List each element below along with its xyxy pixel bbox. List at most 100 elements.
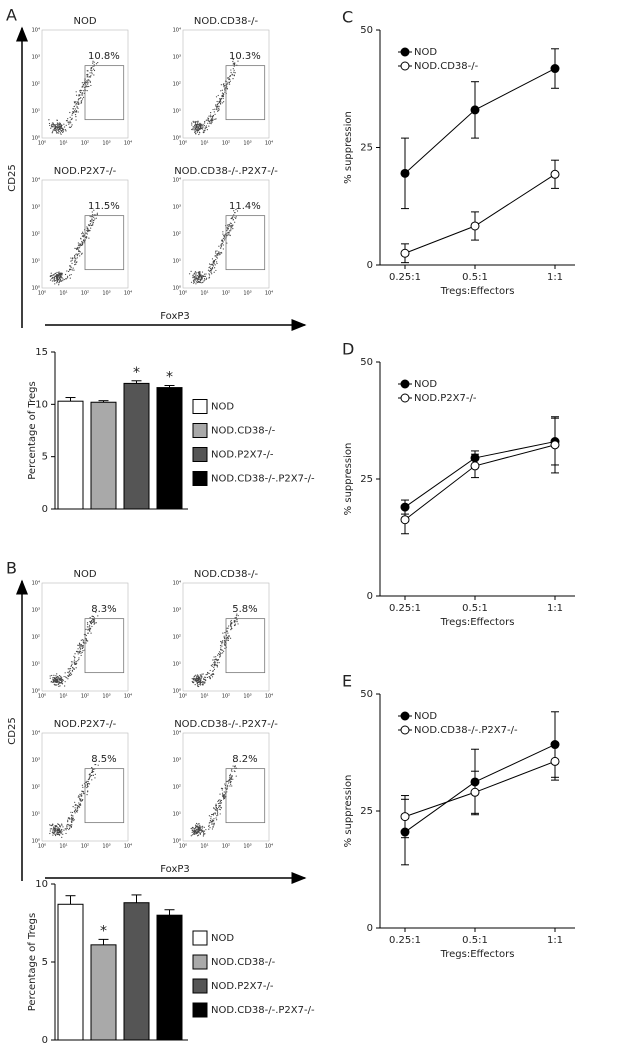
event-dot [89, 76, 92, 78]
event-dot [206, 126, 208, 129]
event-dot [68, 670, 70, 673]
event-dot [93, 68, 95, 70]
event-dot [233, 74, 235, 76]
x-tick-label: 0.5:1 [462, 935, 488, 946]
event-dot [221, 645, 223, 647]
event-dot [74, 108, 77, 110]
event-dot [75, 116, 77, 118]
flow-tick-label: 10⁰ [38, 844, 46, 850]
event-dot [64, 129, 67, 131]
event-dot [66, 825, 68, 827]
y-tick-label: 15 [35, 347, 48, 358]
event-dot [50, 127, 52, 129]
event-dot [79, 804, 82, 806]
event-dot [208, 120, 210, 122]
event-dot [206, 128, 208, 131]
event-dot [201, 827, 203, 829]
event-dot [74, 807, 76, 809]
event-dot [200, 684, 202, 686]
event-dot [217, 102, 219, 104]
event-dot [234, 221, 236, 223]
event-dot [55, 679, 58, 681]
event-dot [88, 237, 90, 239]
event-dot [60, 677, 62, 679]
event-dot [194, 271, 197, 273]
bar [156, 914, 183, 1041]
event-dot [212, 264, 214, 266]
event-dot [198, 271, 200, 273]
event-dot [197, 828, 199, 830]
event-dot [60, 676, 62, 678]
event-dot [211, 676, 214, 678]
event-dot [193, 121, 195, 123]
event-dot [54, 126, 57, 128]
event-dot [73, 668, 75, 670]
event-dot [199, 829, 201, 831]
event-dot [210, 674, 213, 676]
event-dot [219, 652, 222, 654]
event-dot [205, 125, 208, 127]
event-dot [49, 828, 51, 830]
event-dot [218, 662, 220, 664]
event-dot [206, 676, 209, 679]
event-dot [57, 826, 59, 829]
event-dot [191, 826, 194, 829]
event-dot [193, 675, 195, 678]
event-dot [60, 681, 62, 684]
event-dot [76, 811, 78, 813]
event-dot [52, 122, 54, 124]
flow-tick-label: 10² [32, 82, 40, 88]
event-dot [91, 224, 94, 226]
event-dot [195, 274, 197, 276]
event-dot [219, 99, 222, 102]
event-dot [226, 77, 229, 79]
event-dot [68, 675, 70, 678]
event-dot [213, 656, 215, 658]
event-dot [71, 811, 74, 814]
event-dot [54, 272, 56, 275]
event-dot [83, 242, 85, 244]
event-dot [218, 806, 220, 808]
event-dot [194, 832, 196, 834]
gate [225, 215, 266, 271]
event-dot [54, 825, 57, 828]
event-dot [51, 122, 54, 124]
event-dot [75, 110, 77, 113]
flow-tick-label: 10⁴ [124, 844, 132, 850]
event-dot [68, 828, 70, 831]
event-dot [214, 252, 217, 254]
flow-tick-label: 10² [81, 141, 89, 147]
event-dot [89, 620, 91, 623]
event-dot [202, 832, 205, 834]
event-dot [192, 126, 195, 128]
event-dot [218, 106, 220, 108]
event-dot [219, 645, 222, 647]
event-dot [72, 819, 74, 822]
event-dot [91, 620, 93, 622]
event-dot [224, 647, 226, 649]
event-dot [226, 83, 228, 85]
event-dot [234, 62, 236, 64]
data-point [470, 461, 480, 471]
legend-marker [400, 61, 410, 71]
event-dot [194, 279, 196, 281]
y-tick-label: 50 [360, 689, 373, 700]
legend-label: NOD.P2X7-/- [211, 450, 274, 461]
event-dot [193, 281, 196, 283]
event-dot [85, 237, 88, 239]
event-dot [75, 119, 77, 121]
event-dot [213, 659, 215, 661]
event-dot [222, 244, 224, 246]
event-dot [227, 627, 229, 629]
bar [57, 903, 84, 1041]
event-dot [196, 825, 198, 828]
event-dot [217, 94, 219, 97]
event-dot [216, 666, 218, 668]
flow-tick-label: 10¹ [200, 141, 208, 147]
event-dot [221, 649, 223, 651]
event-dot [223, 93, 225, 96]
event-dot [57, 275, 59, 277]
event-dot [48, 122, 51, 125]
event-dot [229, 778, 232, 780]
event-dot [77, 808, 79, 810]
